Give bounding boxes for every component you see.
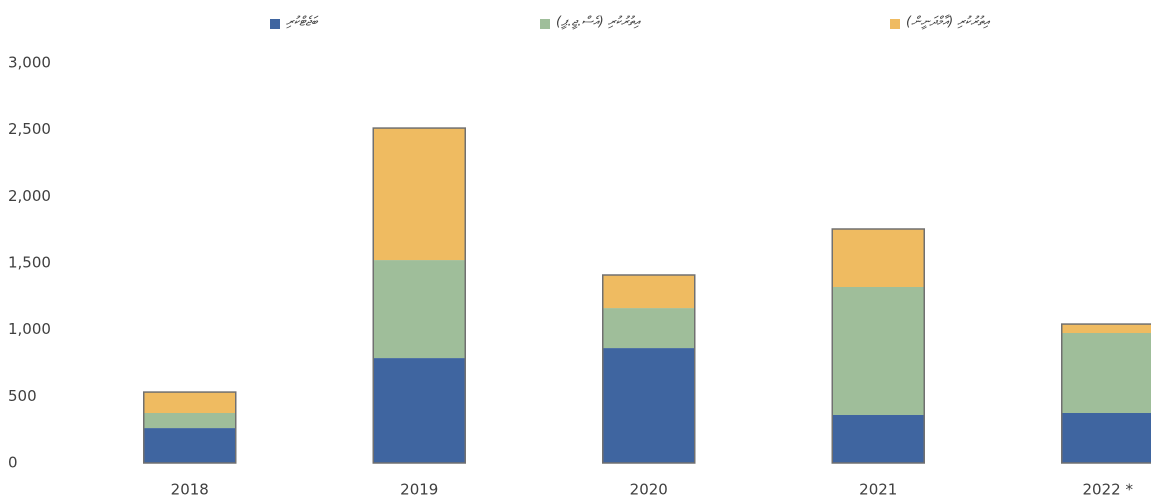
y-tick-label: 3,000 — [8, 54, 51, 72]
bar-segment — [143, 392, 236, 413]
bar-outline — [602, 274, 696, 464]
legend-swatch — [270, 19, 280, 29]
y-tick-label: 1,000 — [8, 320, 51, 338]
bar-segment — [1061, 413, 1151, 463]
legend-swatch — [890, 19, 900, 29]
bar-segment — [143, 413, 236, 429]
legend-label: އިތުރުކުރި (އާމްދަނީން) — [906, 14, 990, 30]
y-tick-label: 2,500 — [8, 120, 51, 138]
legend-label: އިތުރުކުރި (އެސް.ޖީ.ޕީ) — [556, 15, 641, 30]
bar-segment — [602, 275, 695, 309]
legend: ބަޖެޓްކުރި އިތުރުކުރި (އެސް.ޖީ.ޕީ) އިތުރުކ… — [270, 14, 990, 30]
bar-segment — [832, 287, 925, 415]
bar-segment — [1061, 333, 1151, 413]
bar-segment — [1061, 324, 1151, 333]
y-tick-label: 0 — [8, 454, 18, 472]
bar-segment — [832, 229, 925, 287]
y-tick-label: 500 — [8, 387, 37, 405]
bar-outline — [831, 228, 925, 464]
bar-segment — [602, 308, 695, 349]
bar-segment — [143, 428, 236, 463]
bar-segment — [832, 415, 925, 463]
x-tick-label: 2022 * — [1083, 481, 1134, 499]
legend-label: ބަޖެޓްކުރި — [286, 15, 320, 30]
bar-outline — [1061, 323, 1151, 464]
y-tick-label: 2,000 — [8, 187, 51, 205]
bar-segment — [373, 128, 466, 261]
bar-segment — [373, 260, 466, 359]
x-tick-label: 2020 — [630, 481, 668, 499]
bar-segment — [373, 358, 466, 463]
x-tick-label: 2018 — [171, 481, 209, 499]
bar-outline — [143, 391, 237, 464]
bar-outline — [372, 127, 466, 464]
bar-segment — [602, 348, 695, 463]
x-tick-label: 2019 — [400, 481, 438, 499]
legend-swatch — [540, 19, 550, 29]
x-tick-label: 2021 — [859, 481, 897, 499]
y-tick-label: 1,500 — [8, 254, 51, 272]
